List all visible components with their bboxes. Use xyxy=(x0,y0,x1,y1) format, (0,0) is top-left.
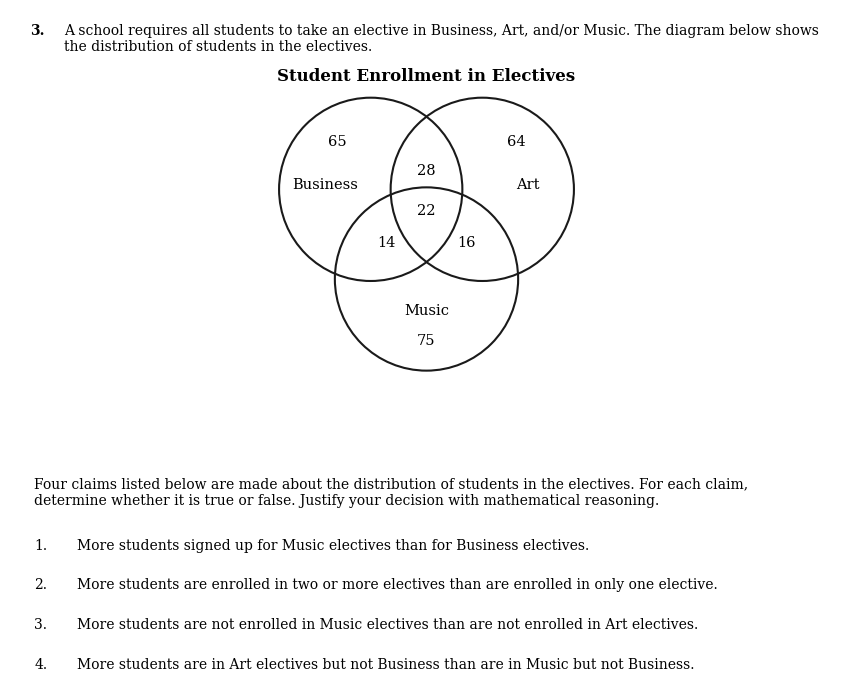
Text: Four claims listed below are made about the distribution of students in the elec: Four claims listed below are made about … xyxy=(34,477,747,508)
Text: More students are enrolled in two or more electives than are enrolled in only on: More students are enrolled in two or mor… xyxy=(77,578,717,592)
Text: 22: 22 xyxy=(417,204,435,218)
Text: Student Enrollment in Electives: Student Enrollment in Electives xyxy=(277,68,575,85)
Text: More students are not enrolled in Music electives than are not enrolled in Art e: More students are not enrolled in Music … xyxy=(77,618,697,632)
Text: More students signed up for Music electives than for Business electives.: More students signed up for Music electi… xyxy=(77,539,589,553)
Text: 1.: 1. xyxy=(34,539,47,553)
Text: 28: 28 xyxy=(417,164,435,179)
Text: Art: Art xyxy=(515,179,539,192)
Text: A school requires all students to take an elective in Business, Art, and/or Musi: A school requires all students to take a… xyxy=(64,24,818,54)
Text: More students are in Art electives but not Business than are in Music but not Bu: More students are in Art electives but n… xyxy=(77,658,694,672)
Text: 65: 65 xyxy=(327,135,346,148)
Text: 3.: 3. xyxy=(30,24,44,38)
Text: 75: 75 xyxy=(417,334,435,348)
Text: 16: 16 xyxy=(457,236,475,250)
Text: 14: 14 xyxy=(377,236,395,250)
Text: Business: Business xyxy=(291,179,357,192)
Text: 3.: 3. xyxy=(34,618,47,632)
Text: Music: Music xyxy=(404,304,448,318)
Text: 2.: 2. xyxy=(34,578,47,592)
Text: 64: 64 xyxy=(506,135,525,148)
Text: 4.: 4. xyxy=(34,658,47,672)
